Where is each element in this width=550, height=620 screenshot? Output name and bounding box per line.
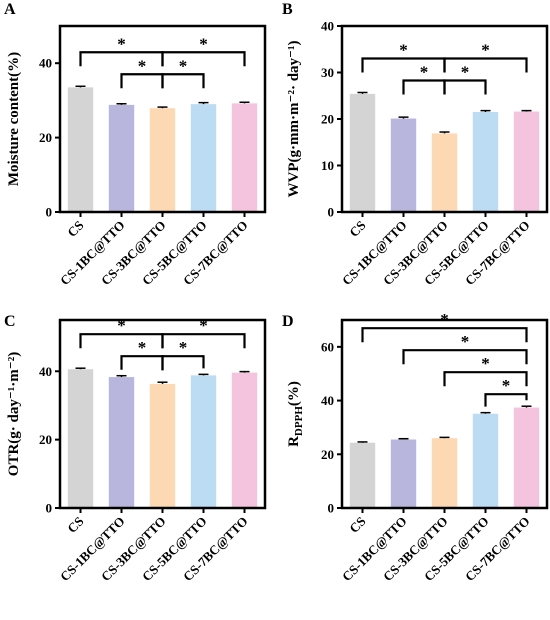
panel-a: A02040CSCS-1BC@TTOCS-3BC@TTOCS-5BC@TTOCS… (4, 1, 267, 288)
significance-bracket (161, 355, 205, 371)
panel-label: D (282, 313, 294, 330)
y-tick-label: 0 (46, 501, 53, 516)
bar (190, 104, 217, 212)
panel-label: C (4, 313, 16, 330)
bar (390, 439, 417, 508)
y-tick-label: 20 (39, 432, 52, 447)
significance-star: * (117, 316, 126, 335)
significance-star: * (461, 332, 470, 351)
panel-b: B010203040CSCS-1BC@TTOCS-3BC@TTOCS-5BC@T… (282, 1, 549, 288)
significance-bracket (120, 73, 164, 89)
significance-bracket (361, 57, 446, 73)
y-tick-label: 60 (321, 339, 334, 354)
bar (431, 133, 458, 212)
y-tick-label: 40 (321, 393, 334, 408)
panel-c: C02040CSCS-1BC@TTOCS-3BC@TTOCS-5BC@TTOCS… (4, 313, 267, 584)
bar (349, 93, 376, 212)
y-tick-label: 40 (321, 19, 334, 34)
significance-bracket (79, 333, 164, 349)
y-tick-label: 0 (328, 205, 335, 220)
significance-star: * (481, 354, 490, 373)
y-axis-label: OTR(g· day⁻¹·m⁻²) (6, 352, 22, 476)
significance-star: * (179, 338, 188, 357)
significance-bracket (402, 79, 446, 95)
y-tick-label: 0 (46, 205, 53, 220)
significance-star: * (440, 310, 449, 329)
x-tick-label: CS (346, 514, 368, 536)
y-axis-label: Moisture content(%) (6, 52, 22, 186)
panel-label: A (4, 1, 16, 18)
bar (231, 372, 258, 508)
significance-star: * (138, 56, 147, 75)
significance-star: * (117, 34, 126, 53)
significance-bracket (161, 51, 246, 67)
bar (67, 369, 94, 508)
significance-bracket (402, 349, 528, 365)
significance-bracket (443, 371, 528, 387)
significance-star: * (502, 376, 511, 395)
bar (190, 375, 217, 508)
x-tick-label: CS (64, 218, 86, 240)
y-tick-label: 20 (321, 112, 334, 127)
bar (149, 383, 176, 508)
significance-star: * (199, 34, 208, 53)
y-tick-label: 10 (321, 158, 334, 173)
y-tick-label: 0 (328, 501, 335, 516)
significance-bracket (443, 57, 528, 73)
x-tick-label: CS (346, 218, 368, 240)
significance-bracket (361, 327, 528, 343)
significance-star: * (199, 316, 208, 335)
bar (231, 103, 258, 212)
bar (472, 112, 499, 212)
y-axis-label: RDPPH(%) (286, 381, 305, 447)
x-tick-label: CS (64, 514, 86, 536)
significance-bracket (443, 79, 487, 95)
significance-star: * (138, 338, 147, 357)
bar (108, 104, 135, 212)
y-tick-label: 40 (39, 56, 52, 71)
y-tick-label: 40 (39, 364, 52, 379)
significance-star: * (399, 40, 408, 59)
bar (67, 87, 94, 212)
significance-bracket (120, 355, 164, 371)
bar (149, 108, 176, 212)
bar (513, 407, 540, 508)
significance-star: * (461, 62, 470, 81)
significance-bracket (161, 333, 246, 349)
bar (472, 413, 499, 508)
panel-label: B (282, 1, 293, 18)
significance-star: * (481, 40, 490, 59)
bar (513, 111, 540, 212)
y-tick-label: 20 (321, 447, 334, 462)
significance-bracket (484, 393, 528, 407)
significance-star: * (179, 56, 188, 75)
bar (390, 118, 417, 212)
y-tick-label: 30 (321, 65, 334, 80)
significance-bracket (79, 51, 164, 67)
bar (431, 438, 458, 508)
significance-star: * (420, 62, 429, 81)
y-axis-label: WVP(g·mm·m⁻²· day⁻¹) (286, 41, 302, 198)
panel-d: D0204060CSCS-1BC@TTOCS-3BC@TTOCS-5BC@TTO… (282, 310, 549, 584)
y-tick-label: 20 (39, 130, 52, 145)
bar (349, 442, 376, 508)
bar (108, 377, 135, 508)
significance-bracket (161, 73, 205, 89)
